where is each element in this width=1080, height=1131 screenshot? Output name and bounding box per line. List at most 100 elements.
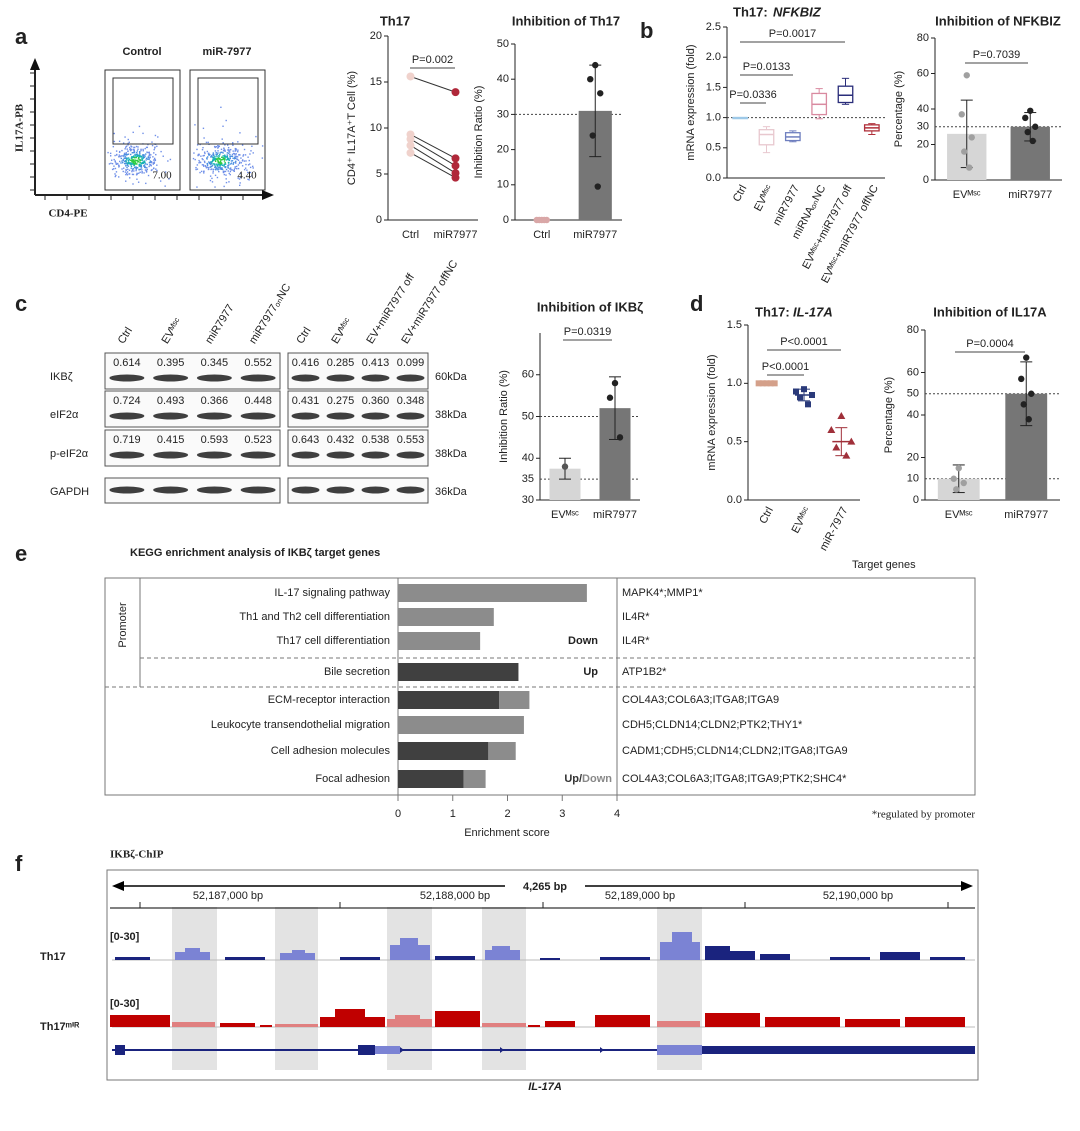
flow-dot bbox=[198, 154, 200, 156]
flow-dot bbox=[246, 169, 248, 171]
flow-dot bbox=[231, 169, 233, 171]
flow-dot bbox=[113, 158, 115, 161]
flow-dot bbox=[221, 168, 224, 171]
flow-dot bbox=[125, 162, 127, 165]
coverage bbox=[760, 954, 790, 960]
flow-dot bbox=[118, 156, 120, 158]
flow-dot bbox=[145, 170, 148, 172]
flow-dot bbox=[145, 153, 147, 155]
y-tick-label: 0 bbox=[376, 214, 382, 226]
flow-dot bbox=[225, 166, 227, 168]
flow-dot bbox=[203, 160, 206, 162]
band bbox=[153, 412, 189, 420]
lane-label: miR7977 bbox=[203, 302, 237, 346]
flow-dot bbox=[235, 155, 238, 158]
flow-dot bbox=[125, 145, 128, 147]
flow-dot bbox=[125, 161, 127, 163]
flow-dot bbox=[198, 162, 200, 164]
band-value: 0.348 bbox=[397, 395, 425, 407]
flow-dot bbox=[142, 161, 145, 163]
flow-dot bbox=[135, 163, 137, 165]
band bbox=[109, 412, 145, 420]
flow-dot bbox=[142, 150, 144, 152]
flow-dot bbox=[237, 164, 240, 166]
band bbox=[153, 451, 189, 459]
flow-dot bbox=[121, 155, 123, 157]
flow-dot bbox=[237, 167, 240, 170]
flow-dot bbox=[107, 151, 109, 154]
flow-dot bbox=[215, 167, 218, 169]
point bbox=[536, 216, 543, 224]
flow-dot bbox=[133, 166, 136, 169]
flow-dot bbox=[209, 179, 212, 182]
band bbox=[196, 412, 232, 420]
y-tick-label: 20 bbox=[917, 138, 929, 150]
legend-label: Down bbox=[568, 635, 598, 647]
flow-dot bbox=[220, 168, 223, 171]
flow-dot bbox=[154, 146, 156, 148]
flow-dot bbox=[222, 149, 225, 152]
flow-dot bbox=[243, 148, 246, 151]
point bbox=[1022, 114, 1029, 122]
y-tick-label: 20 bbox=[497, 144, 509, 156]
flow-dot bbox=[141, 172, 143, 174]
flow-dot bbox=[230, 160, 233, 162]
flow-dot bbox=[216, 168, 219, 170]
flow-dot bbox=[223, 148, 225, 150]
flow-dot bbox=[220, 159, 222, 161]
flow-dot bbox=[130, 160, 133, 162]
flow-dot bbox=[152, 156, 154, 158]
flow-dot bbox=[132, 183, 134, 185]
flow-dot bbox=[162, 155, 164, 157]
p-value: P=0.002 bbox=[412, 54, 453, 66]
flow-dot bbox=[130, 149, 133, 151]
flow-dot bbox=[211, 161, 213, 163]
flow-dot bbox=[132, 162, 134, 164]
flow-dot bbox=[235, 160, 237, 163]
flow-dot bbox=[114, 173, 116, 175]
chart-title: Inhibition of IL17A bbox=[933, 304, 1047, 319]
target-genes: IL4R* bbox=[622, 611, 650, 623]
flow-dot bbox=[215, 146, 217, 148]
p-value: P<0.0001 bbox=[780, 336, 827, 348]
flow-dot bbox=[208, 161, 210, 163]
flow-dot bbox=[124, 160, 126, 163]
point bbox=[797, 394, 803, 401]
flow-dot bbox=[150, 161, 153, 164]
flow-dot bbox=[133, 170, 135, 172]
flow-dot bbox=[245, 160, 247, 162]
flow-dot bbox=[220, 161, 222, 164]
coverage bbox=[492, 946, 510, 960]
flow-dot bbox=[200, 155, 202, 157]
flow-dot bbox=[202, 146, 204, 149]
flow-dot bbox=[227, 146, 230, 149]
x-tick-label: EVᴹˢᶜ bbox=[790, 505, 814, 535]
point bbox=[587, 76, 594, 83]
plot-title: miR-7977 bbox=[203, 46, 252, 58]
target-genes: COL4A3;COL6A3;ITGA8;ITGA9 bbox=[622, 694, 779, 706]
y-tick-label: 30 bbox=[917, 121, 929, 133]
flow-dot bbox=[138, 156, 140, 158]
coverage bbox=[400, 938, 418, 960]
flow-dot bbox=[113, 140, 116, 143]
chart-title: KEGG enrichment analysis of IKBζ target … bbox=[130, 547, 380, 559]
flow-dot bbox=[204, 165, 207, 167]
coverage bbox=[830, 957, 870, 960]
flow-dot bbox=[138, 151, 141, 154]
target-genes: CDH5;CLDN14;CLDN2;PTK2;THY1* bbox=[622, 719, 803, 731]
flow-dot bbox=[144, 163, 147, 165]
p-value: P=0.7039 bbox=[973, 49, 1020, 61]
flow-dot bbox=[215, 158, 217, 161]
flow-dot bbox=[132, 161, 134, 163]
flow-dot bbox=[247, 164, 250, 166]
flow-dot bbox=[235, 148, 238, 150]
flow-dot bbox=[229, 170, 232, 173]
flow-dot bbox=[132, 152, 134, 154]
flow-dot bbox=[146, 146, 149, 149]
flow-dot bbox=[120, 157, 123, 160]
x-tick-label: 1 bbox=[450, 808, 456, 820]
flow-dot bbox=[117, 162, 119, 165]
arrowhead bbox=[30, 58, 40, 70]
flow-dot bbox=[151, 144, 154, 147]
point bbox=[406, 141, 415, 150]
